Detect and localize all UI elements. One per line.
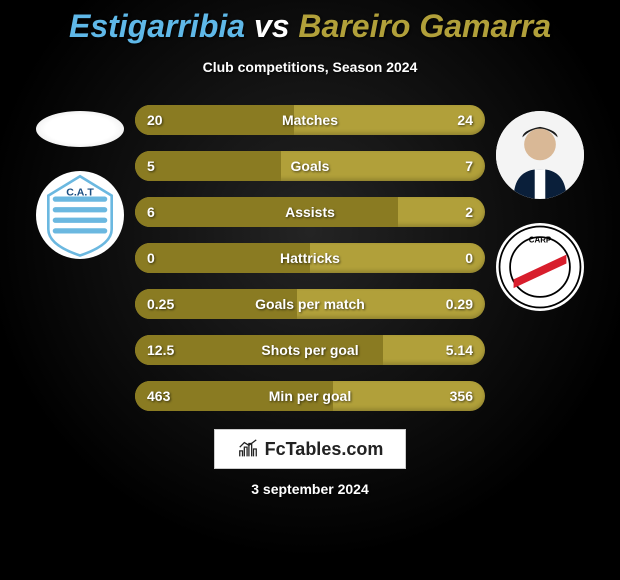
stat-label: Matches — [135, 105, 485, 135]
stat-row: 0Hattricks0 — [135, 243, 485, 273]
stat-row: 0.25Goals per match0.29 — [135, 289, 485, 319]
player2-club-badge: CARP — [496, 223, 584, 311]
comparison-content: C.A.T 20Matches245Goals76Assists20Hattri… — [0, 105, 620, 411]
stat-row: 463Min per goal356 — [135, 381, 485, 411]
stat-right-value: 356 — [438, 381, 485, 411]
stat-row: 6Assists2 — [135, 197, 485, 227]
chart-icon — [237, 438, 259, 460]
stat-label: Shots per goal — [135, 335, 485, 365]
stat-right-value: 2 — [453, 197, 485, 227]
stat-row: 12.5Shots per goal5.14 — [135, 335, 485, 365]
player1-avatar — [36, 111, 124, 147]
player2-avatar — [496, 111, 584, 199]
stat-label: Goals per match — [135, 289, 485, 319]
player1-name: Estigarribia — [69, 8, 245, 44]
brand-badge: FcTables.com — [214, 429, 407, 469]
footer: FcTables.com 3 september 2024 — [0, 429, 620, 497]
player1-club-badge: C.A.T — [36, 171, 124, 259]
stat-bars: 20Matches245Goals76Assists20Hattricks00.… — [135, 105, 485, 411]
stat-label: Min per goal — [135, 381, 485, 411]
left-side: C.A.T — [25, 105, 135, 259]
stat-right-value: 0.29 — [434, 289, 485, 319]
player2-name: Bareiro Gamarra — [298, 8, 551, 44]
stat-label: Assists — [135, 197, 485, 227]
stat-label: Goals — [135, 151, 485, 181]
brand-text: FcTables.com — [265, 439, 384, 460]
stat-row: 5Goals7 — [135, 151, 485, 181]
vs-label: vs — [254, 8, 290, 44]
stat-right-value: 5.14 — [434, 335, 485, 365]
svg-text:CARP: CARP — [529, 235, 551, 244]
date-label: 3 september 2024 — [251, 481, 369, 497]
stat-right-value: 24 — [445, 105, 485, 135]
svg-text:C.A.T: C.A.T — [66, 187, 94, 199]
comparison-title: Estigarribia vs Bareiro Gamarra — [0, 0, 620, 45]
stat-label: Hattricks — [135, 243, 485, 273]
stat-right-value: 7 — [453, 151, 485, 181]
stat-right-value: 0 — [453, 243, 485, 273]
subtitle: Club competitions, Season 2024 — [0, 59, 620, 75]
right-side: CARP — [485, 105, 595, 311]
stat-row: 20Matches24 — [135, 105, 485, 135]
